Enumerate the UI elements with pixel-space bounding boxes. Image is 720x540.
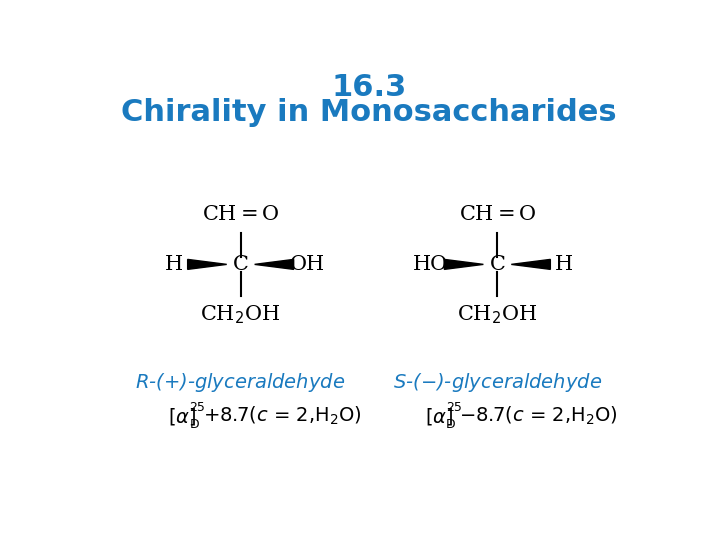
- Text: D: D: [189, 418, 199, 431]
- Polygon shape: [511, 259, 550, 269]
- Text: −8.7($c$ = 2,H$_2$O): −8.7($c$ = 2,H$_2$O): [459, 405, 618, 427]
- Text: H: H: [555, 255, 573, 274]
- Text: [$\alpha$]: [$\alpha$]: [425, 406, 453, 427]
- Text: $R$-(+)-glyceraldehyde: $R$-(+)-glyceraldehyde: [135, 372, 346, 394]
- Text: 25: 25: [189, 401, 205, 414]
- Text: HO: HO: [413, 255, 448, 274]
- Text: +8.7($c$ = 2,H$_2$O): +8.7($c$ = 2,H$_2$O): [203, 405, 361, 427]
- Text: OH: OH: [290, 255, 325, 274]
- Text: 16.3: 16.3: [331, 73, 407, 102]
- Text: C: C: [490, 255, 505, 274]
- Polygon shape: [188, 259, 227, 269]
- Text: CH$=$O: CH$=$O: [202, 205, 279, 224]
- Text: [$\alpha$]: [$\alpha$]: [168, 406, 197, 427]
- Text: H: H: [165, 255, 183, 274]
- Text: 25: 25: [446, 401, 462, 414]
- Text: CH$_2$OH: CH$_2$OH: [200, 303, 281, 326]
- Text: CH$_2$OH: CH$_2$OH: [457, 303, 538, 326]
- Text: $S$-($-$)-glyceraldehyde: $S$-($-$)-glyceraldehyde: [392, 372, 602, 394]
- Polygon shape: [255, 259, 294, 269]
- Polygon shape: [444, 259, 483, 269]
- Text: D: D: [446, 418, 456, 431]
- Text: CH$=$O: CH$=$O: [459, 205, 536, 224]
- Text: Chirality in Monosaccharides: Chirality in Monosaccharides: [121, 98, 617, 127]
- Text: C: C: [233, 255, 248, 274]
